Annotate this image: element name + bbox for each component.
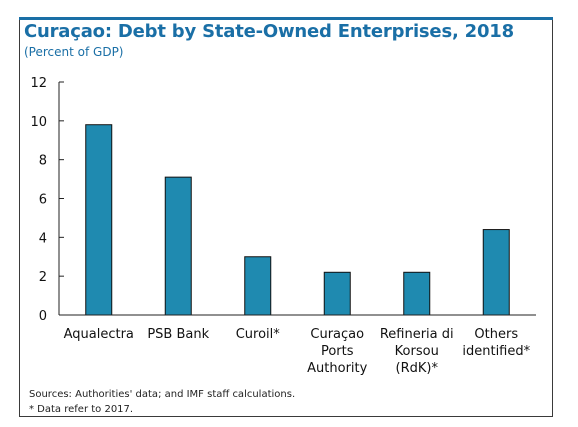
y-tick-label: 10 <box>30 115 47 130</box>
x-tick-label: Curaçao Ports Authority <box>307 327 367 376</box>
footnote: * Data refer to 2017. <box>29 404 134 415</box>
bar <box>244 256 272 316</box>
bar <box>323 271 351 316</box>
bar <box>164 176 192 316</box>
bar <box>482 229 510 316</box>
y-tick-label: 2 <box>39 270 47 285</box>
chart-subtitle: (Percent of GDP) <box>24 45 124 59</box>
x-axis: Aqualectra PSB Bank Curoil* Curaçao Ports Aut… <box>59 314 536 376</box>
y-tick-label: 0 <box>39 309 47 324</box>
x-tick-label: Aqualectra <box>64 327 134 342</box>
x-tick-label: Refineria di Korsou (RdK)* <box>380 327 454 376</box>
x-tick-label: Curoil* <box>236 327 281 342</box>
bars <box>85 124 510 316</box>
source-note: Sources: Authorities' data; and IMF staf… <box>29 389 296 400</box>
y-tick-label: 12 <box>30 76 47 91</box>
x-tick-label: PSB Bank <box>147 327 209 342</box>
title-accent-bar <box>19 17 553 20</box>
bar <box>85 124 113 316</box>
y-tick-label: 6 <box>39 193 47 208</box>
bar <box>403 271 431 316</box>
x-tick-label: Others identified* <box>462 327 530 359</box>
y-axis: 0 2 4 6 8 10 12 <box>30 76 64 324</box>
y-tick-label: 4 <box>39 231 47 246</box>
y-tick-label: 8 <box>39 154 47 169</box>
chart-frame <box>19 17 553 417</box>
chart-title: Curaçao: Debt by State-Owned Enterprises… <box>24 21 514 42</box>
